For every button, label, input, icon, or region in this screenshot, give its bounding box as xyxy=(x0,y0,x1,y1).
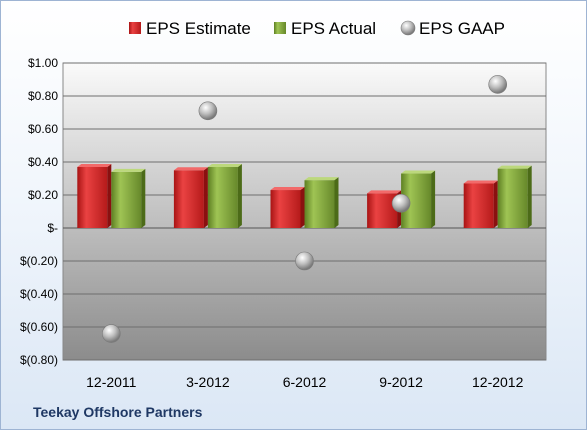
x-tick-label: 12-2012 xyxy=(472,374,524,390)
bar-face xyxy=(497,168,528,228)
bar-side xyxy=(300,187,305,228)
gaap-point xyxy=(295,251,314,271)
legend-swatch xyxy=(400,20,416,36)
gaap-point xyxy=(102,324,121,343)
bar-face xyxy=(207,166,238,228)
legend-label: EPS Estimate xyxy=(146,19,251,38)
y-tick-label: $(0.20) xyxy=(20,254,58,268)
footer-caption: Teekay Offshore Partners xyxy=(33,404,203,420)
bar-eps-estimate xyxy=(173,167,208,228)
bar-eps-actual xyxy=(497,165,532,228)
bar-top xyxy=(401,170,436,174)
bar-top xyxy=(367,190,402,194)
bar-top xyxy=(463,180,498,184)
legend-item: EPS GAAP xyxy=(400,19,505,38)
bar-face xyxy=(463,183,494,228)
bar-top xyxy=(497,165,532,169)
legend-swatch xyxy=(274,22,286,34)
y-tick-label: $(0.40) xyxy=(20,287,58,301)
x-axis-ticks: 12-2011 3-2012 6-2012 9-2012 12-2012 xyxy=(86,374,523,390)
legend-item: EPS Actual xyxy=(274,19,376,38)
bar-eps-actual xyxy=(111,168,146,228)
bar-side xyxy=(203,167,208,228)
bar-eps-actual xyxy=(207,163,242,228)
bar-top xyxy=(111,168,146,172)
bar-side xyxy=(141,168,146,228)
bar-face xyxy=(111,171,142,228)
bar-eps-actual xyxy=(304,177,339,228)
y-axis-ticks: $1.00 $0.80 $0.60 $0.40 $0.20 $- $(0.20) $(0.40… xyxy=(20,56,58,367)
bar-side xyxy=(527,165,532,228)
bar-face xyxy=(367,193,398,228)
gaap-points xyxy=(102,75,508,343)
legend-item: EPS Estimate xyxy=(129,19,251,38)
bar-side xyxy=(237,163,242,228)
bar-side xyxy=(107,163,112,228)
y-tick-label: $0.80 xyxy=(28,89,58,103)
y-tick-label: $- xyxy=(47,221,58,235)
legend-label: EPS Actual xyxy=(291,19,376,38)
gaap-point xyxy=(198,101,218,121)
bar-top xyxy=(77,163,112,167)
legend: EPS Estimate EPS Actual EPS GAAP xyxy=(129,19,505,38)
bar-top xyxy=(207,163,242,167)
x-tick-label: 12-2011 xyxy=(86,374,137,390)
y-tick-label: $1.00 xyxy=(28,56,58,70)
y-tick-label: $0.60 xyxy=(28,122,58,136)
bar-top xyxy=(270,187,305,191)
bar-side xyxy=(334,177,339,228)
bar-side xyxy=(493,180,498,228)
bar-eps-estimate xyxy=(270,187,305,228)
bar-top xyxy=(173,167,208,171)
y-tick-label: $0.40 xyxy=(28,155,58,169)
bars xyxy=(77,163,532,228)
bar-eps-estimate xyxy=(77,163,112,228)
bar-face xyxy=(270,190,301,228)
legend-label: EPS GAAP xyxy=(419,19,505,38)
bar-eps-estimate xyxy=(463,180,498,228)
bar-face xyxy=(304,180,335,228)
bar-side xyxy=(431,170,436,228)
bar-face xyxy=(173,170,204,228)
y-tick-label: $(0.80) xyxy=(20,353,58,367)
legend-swatch xyxy=(129,22,141,34)
x-tick-label: 3-2012 xyxy=(186,374,230,390)
gaap-point xyxy=(488,75,508,94)
x-tick-label: 9-2012 xyxy=(379,374,423,390)
bar-face xyxy=(77,166,108,228)
bar-top xyxy=(304,177,339,181)
gaap-point xyxy=(391,193,411,213)
y-tick-label: $(0.60) xyxy=(20,320,58,334)
y-tick-label: $0.20 xyxy=(28,188,58,202)
x-tick-label: 6-2012 xyxy=(283,374,327,390)
